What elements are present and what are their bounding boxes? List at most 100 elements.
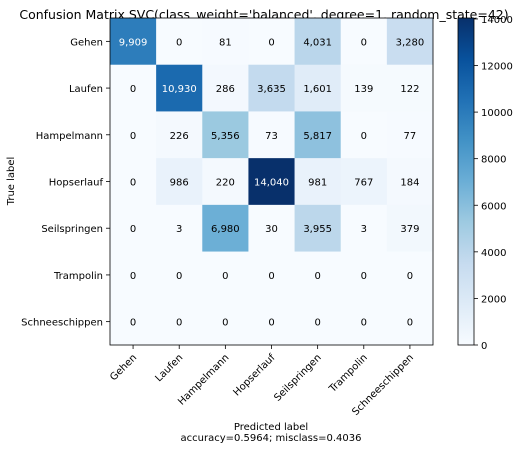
heatmap-cell xyxy=(156,251,203,299)
heatmap-cell xyxy=(156,111,203,159)
heatmap-cell xyxy=(110,298,157,346)
heatmap-cell xyxy=(110,111,157,159)
heatmap-cell xyxy=(248,251,295,299)
cell-value-label: 0 xyxy=(407,318,413,329)
cell-value-label: 10,930 xyxy=(162,84,197,95)
cell-value-label: 0 xyxy=(361,37,367,48)
cell-value-label: 220 xyxy=(216,178,235,189)
cell-value-label: 0 xyxy=(361,131,367,142)
cell-value-label: 0 xyxy=(176,37,182,48)
colorbar-tick-label: 8000 xyxy=(481,155,506,166)
cell-value-label: 0 xyxy=(176,318,182,329)
cell-value-label: 3 xyxy=(361,224,367,235)
heatmap-cell xyxy=(340,298,388,346)
colorbar-tick-label: 2000 xyxy=(481,294,506,305)
heatmap-cell xyxy=(110,158,157,206)
cell-value-label: 122 xyxy=(400,84,419,95)
cell-value-label: 9,909 xyxy=(119,37,148,48)
heatmap-cell xyxy=(156,158,203,206)
cell-value-label: 0 xyxy=(314,318,320,329)
cell-value-label: 767 xyxy=(354,178,373,189)
heatmap-cell xyxy=(248,298,295,346)
heatmap-cell xyxy=(156,298,203,346)
heatmap-cell xyxy=(156,204,203,252)
cell-value-label: 3,280 xyxy=(396,37,425,48)
cell-value-label: 30 xyxy=(265,224,278,235)
cell-value-label: 3,955 xyxy=(303,224,332,235)
cell-value-label: 184 xyxy=(400,178,419,189)
heatmap-cell xyxy=(248,18,295,66)
cell-value-label: 73 xyxy=(265,131,278,142)
heatmap-cell xyxy=(340,64,388,112)
heatmap-cell xyxy=(248,111,295,159)
cell-value-label: 139 xyxy=(354,84,373,95)
cell-value-label: 1,601 xyxy=(303,84,332,95)
heatmap-cell xyxy=(110,204,157,252)
heatmap-cell xyxy=(156,64,203,112)
cell-value-label: 0 xyxy=(130,271,136,282)
cell-value-label: 0 xyxy=(222,318,228,329)
cell-value-label: 0 xyxy=(130,178,136,189)
cell-value-label: 0 xyxy=(222,271,228,282)
heatmap-cell xyxy=(340,204,388,252)
colorbar-tick-label: 10000 xyxy=(481,108,513,119)
cell-value-label: 0 xyxy=(361,271,367,282)
cell-value-label: 0 xyxy=(361,318,367,329)
heatmap-cell xyxy=(202,298,249,346)
heatmap-cell xyxy=(386,111,434,159)
heatmap-cells: 9,909 0 81 0 4,031 0 3,280 0 10,930 286 3,635 1,601… xyxy=(110,18,434,346)
cell-value-label: 981 xyxy=(308,178,327,189)
row-tick-label: Laufen xyxy=(69,84,103,95)
row-tick-label: Trampolin xyxy=(53,271,103,282)
cell-value-label: 286 xyxy=(216,84,235,95)
cell-value-label: 0 xyxy=(268,271,274,282)
heatmap-cell xyxy=(386,18,434,66)
heatmap-cell xyxy=(110,18,157,66)
cell-value-label: 6,980 xyxy=(211,224,240,235)
row-tick-label: Gehen xyxy=(70,37,103,48)
cell-value-label: 0 xyxy=(176,271,182,282)
heatmap-cell xyxy=(386,158,434,206)
cell-value-label: 0 xyxy=(268,318,274,329)
heatmap-cell xyxy=(294,298,342,346)
colorbar-tick-label: 4000 xyxy=(481,248,506,259)
cell-value-label: 0 xyxy=(130,84,136,95)
heatmap-cell xyxy=(294,158,342,206)
heatmap-cell xyxy=(202,204,249,252)
heatmap-cell xyxy=(202,64,249,112)
heatmap-cell xyxy=(248,158,295,206)
heatmap-cell xyxy=(202,18,249,66)
colorbar-ticks: 0 2000 4000 6000 8000 10000 12000 14000 xyxy=(474,15,513,352)
colorbar-tick-label: 12000 xyxy=(481,62,513,73)
row-tick-label: Hampelmann xyxy=(36,131,103,142)
heatmap-cell xyxy=(294,18,342,66)
colorbar-tick-label: 0 xyxy=(481,341,487,352)
heatmap-cell xyxy=(156,18,203,66)
colorbar-tick-label: 6000 xyxy=(481,201,506,212)
x-axis-label: Predicted label xyxy=(234,422,308,433)
heatmap-cell xyxy=(386,204,434,252)
heatmap-cell xyxy=(248,204,295,252)
heatmap-cell xyxy=(340,251,388,299)
cell-value-label: 0 xyxy=(314,271,320,282)
row-tick-label: Schneeschippen xyxy=(21,318,103,329)
heatmap-cell xyxy=(202,251,249,299)
cell-value-label: 3 xyxy=(176,224,182,235)
row-tick-label: Hopserlauf xyxy=(49,178,104,189)
cell-value-label: 14,040 xyxy=(254,178,289,189)
heatmap-cell xyxy=(386,64,434,112)
cell-value-label: 5,817 xyxy=(303,131,332,142)
heatmap-cell xyxy=(340,111,388,159)
cell-value-label: 0 xyxy=(130,131,136,142)
heatmap-cell xyxy=(202,111,249,159)
row-tick-label: Seilspringen xyxy=(41,224,103,235)
row-tick-labels: Gehen Laufen Hampelmann Hopserlauf Seilsprin… xyxy=(21,37,110,329)
heatmap-cell xyxy=(294,111,342,159)
heatmap-cell xyxy=(294,251,342,299)
y-axis-label: True label xyxy=(6,157,17,207)
colorbar-tick-label: 14000 xyxy=(481,15,513,26)
x-axis-sublabel: accuracy=0.5964; misclass=0.4036 xyxy=(181,433,362,444)
cell-value-label: 0 xyxy=(130,318,136,329)
heatmap-cell xyxy=(294,64,342,112)
